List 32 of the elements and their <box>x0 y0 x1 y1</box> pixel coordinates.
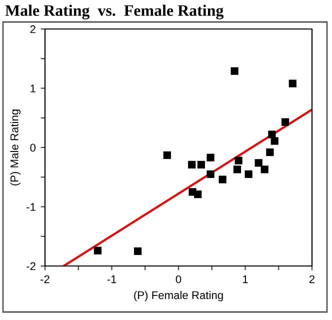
y-tick-label: 1 <box>30 84 36 92</box>
y-axis-title: (P) Male Rating <box>10 110 21 186</box>
point <box>163 151 171 160</box>
point <box>234 156 242 164</box>
point <box>206 170 214 178</box>
x-tick-label: -1 <box>107 275 116 284</box>
y-tick-label: -1 <box>26 203 36 211</box>
y-tick-label: 0 <box>30 144 36 152</box>
point <box>244 170 252 178</box>
x-axis-title: (P) Female Rating <box>134 290 223 302</box>
point <box>197 160 205 168</box>
x-tick-label: 2 <box>309 275 315 284</box>
x-tick-label: -2 <box>40 275 50 284</box>
point <box>288 80 296 88</box>
x-tick-label: 0 <box>176 275 182 284</box>
point <box>230 67 238 75</box>
point <box>270 137 278 145</box>
point <box>194 190 202 198</box>
point <box>94 246 102 254</box>
point <box>233 166 242 174</box>
point <box>266 148 274 156</box>
point <box>188 160 196 168</box>
point <box>281 118 290 126</box>
y-tick-label: 2 <box>30 25 36 34</box>
point <box>206 154 214 162</box>
x-tick-label: 1 <box>243 275 248 284</box>
y-tick-label: -2 <box>26 262 36 270</box>
point <box>260 166 268 174</box>
point <box>134 247 142 255</box>
point <box>254 159 262 167</box>
chart-title: Male Rating vs. Female Rating <box>5 4 224 20</box>
point <box>218 176 226 184</box>
